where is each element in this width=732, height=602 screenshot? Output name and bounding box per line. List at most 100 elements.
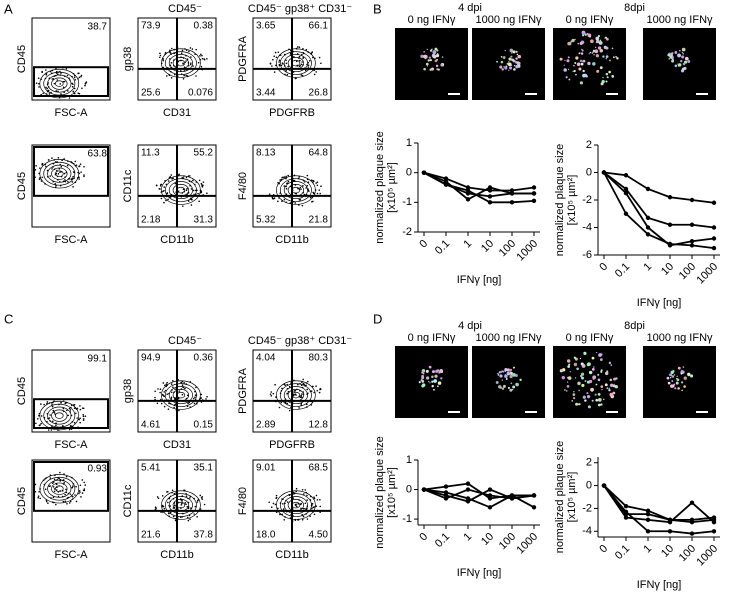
plaque-spot bbox=[510, 55, 513, 58]
plaque-spot bbox=[582, 69, 585, 73]
image-label: 0 ng IFNγ bbox=[566, 14, 614, 26]
event-dot bbox=[163, 507, 166, 510]
plaque-spot bbox=[604, 371, 609, 376]
plaque-spot bbox=[516, 53, 519, 56]
quadrant-percent: 4.50 bbox=[309, 530, 329, 541]
event-dot bbox=[47, 89, 50, 92]
plaque-spot bbox=[597, 397, 602, 402]
x-tick-label: 1000 bbox=[694, 543, 720, 569]
y-axis-label: CD45 bbox=[16, 487, 28, 515]
plaque-spot bbox=[567, 41, 572, 46]
event-dot bbox=[36, 418, 39, 420]
plaque-spot bbox=[431, 370, 436, 374]
plaque-spot bbox=[579, 81, 584, 85]
event-dot bbox=[40, 415, 43, 417]
plaque-spot bbox=[677, 63, 679, 65]
gate bbox=[33, 398, 109, 430]
event-dot bbox=[200, 497, 203, 499]
plaque-spot bbox=[683, 376, 687, 380]
event-dot bbox=[299, 59, 301, 62]
event-dot bbox=[286, 402, 289, 405]
event-dot bbox=[293, 179, 296, 182]
plaque-spot bbox=[578, 403, 581, 406]
event-dot bbox=[306, 518, 309, 520]
plaque-spot bbox=[573, 64, 575, 67]
event-dot bbox=[318, 391, 321, 394]
event-dot bbox=[68, 97, 71, 99]
plaque-spot bbox=[428, 380, 430, 383]
event-dot bbox=[54, 186, 57, 188]
series-point bbox=[645, 508, 651, 513]
plaque-spot bbox=[574, 38, 576, 41]
event-dot bbox=[272, 392, 275, 395]
plaque-spot bbox=[577, 42, 580, 45]
event-dot bbox=[197, 61, 200, 64]
series-point bbox=[645, 215, 651, 221]
event-dot bbox=[81, 479, 84, 481]
plaque-spot bbox=[595, 54, 600, 58]
plaque-spot bbox=[513, 68, 516, 71]
event-dot bbox=[156, 496, 159, 498]
event-dot bbox=[75, 500, 78, 503]
event-dot bbox=[302, 382, 305, 385]
plaque-spot bbox=[597, 378, 601, 382]
event-dot bbox=[270, 391, 273, 393]
contour bbox=[279, 178, 312, 202]
plaque-spot bbox=[509, 388, 513, 392]
event-dot bbox=[282, 508, 285, 510]
event-dot bbox=[186, 187, 188, 190]
y-axis-label: [x10⁵ µm²] bbox=[386, 467, 398, 518]
plaque-spot bbox=[583, 73, 588, 78]
plaque-spot bbox=[564, 389, 566, 391]
event-dot bbox=[319, 192, 321, 195]
plaque-spot bbox=[433, 55, 437, 59]
plaque-spot bbox=[441, 56, 444, 58]
y-tick-label: 1 bbox=[406, 454, 412, 466]
plaque-spot bbox=[427, 59, 430, 62]
event-dot bbox=[292, 179, 295, 182]
event-dot bbox=[182, 77, 185, 80]
plaque-spot bbox=[680, 60, 683, 63]
event-dot bbox=[79, 405, 81, 407]
event-dot bbox=[160, 197, 163, 200]
series-point bbox=[623, 173, 629, 178]
event-dot bbox=[185, 495, 188, 497]
y-axis-label: CD45 bbox=[16, 45, 28, 73]
event-dot bbox=[74, 78, 77, 81]
contour bbox=[47, 164, 72, 183]
plaque-spot bbox=[502, 56, 506, 59]
event-dot bbox=[189, 518, 191, 521]
event-dot bbox=[38, 86, 40, 88]
plaque-spot bbox=[567, 68, 570, 71]
event-dot bbox=[161, 505, 164, 508]
plaque-spot bbox=[575, 73, 577, 76]
event-dot bbox=[306, 499, 309, 501]
event-dot bbox=[170, 61, 173, 64]
event-dot bbox=[52, 496, 55, 499]
y-tick-label: -2 bbox=[402, 226, 412, 238]
event-dot bbox=[201, 185, 204, 188]
event-dot bbox=[55, 503, 57, 506]
event-dot bbox=[300, 404, 303, 406]
x-axis-label: CD11b bbox=[275, 549, 308, 561]
event-dot bbox=[311, 51, 314, 53]
plaque-spot bbox=[584, 33, 587, 36]
x-tick-label: 0 bbox=[597, 261, 610, 274]
series-point bbox=[711, 515, 717, 520]
plaque-spot bbox=[580, 52, 584, 55]
event-dot bbox=[319, 499, 321, 501]
flow-plot: CD45⁻ gp38⁺ CD31⁻ PDGFRA PDGFRB 4.04 80.3 2.8… bbox=[237, 335, 352, 451]
event-dot bbox=[162, 382, 165, 384]
event-dot bbox=[157, 388, 159, 390]
plaque-spot bbox=[676, 375, 678, 378]
event-dot bbox=[183, 382, 185, 384]
event-dot bbox=[189, 63, 192, 66]
event-dot bbox=[56, 79, 59, 81]
event-dot bbox=[174, 504, 176, 507]
plaque-spot bbox=[606, 37, 609, 41]
contour bbox=[276, 490, 316, 520]
event-dot bbox=[51, 157, 53, 159]
series-point bbox=[645, 511, 651, 517]
event-dot bbox=[298, 176, 301, 178]
plaque-spot bbox=[682, 62, 685, 66]
